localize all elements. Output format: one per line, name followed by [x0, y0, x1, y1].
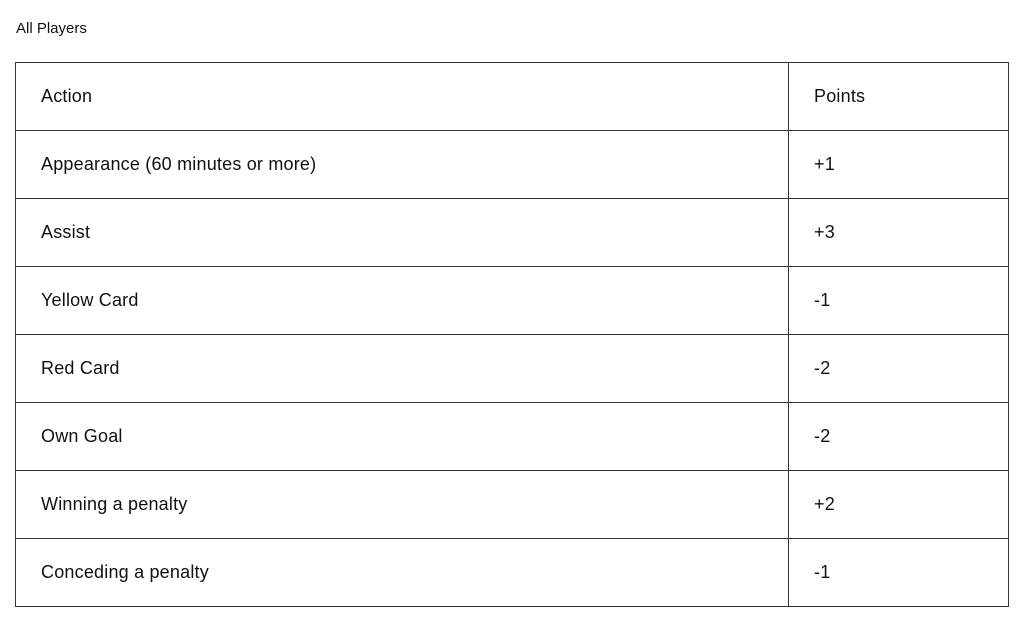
table-row: Assist +3	[15, 198, 1009, 267]
table-row: Own Goal -2	[15, 402, 1009, 471]
table-row: Conceding a penalty -1	[15, 538, 1009, 607]
points-cell: +1	[788, 130, 1009, 199]
points-cell: -2	[788, 402, 1009, 471]
table-row: Appearance (60 minutes or more) +1	[15, 130, 1009, 199]
action-cell: Conceding a penalty	[15, 538, 789, 607]
points-table: Action Points Appearance (60 minutes or …	[15, 62, 1009, 607]
action-cell: Red Card	[15, 334, 789, 403]
table-header-row: Action Points	[15, 62, 1009, 131]
column-header-points: Points	[788, 62, 1009, 131]
points-cell: -1	[788, 266, 1009, 335]
points-cell: +3	[788, 198, 1009, 267]
points-cell: -1	[788, 538, 1009, 607]
action-cell: Own Goal	[15, 402, 789, 471]
action-cell: Winning a penalty	[15, 470, 789, 539]
action-cell: Assist	[15, 198, 789, 267]
table-row: Red Card -2	[15, 334, 1009, 403]
action-cell: Appearance (60 minutes or more)	[15, 130, 789, 199]
column-header-action: Action	[15, 62, 789, 131]
action-cell: Yellow Card	[15, 266, 789, 335]
table-row: Yellow Card -1	[15, 266, 1009, 335]
section-title: All Players	[16, 20, 87, 37]
points-cell: +2	[788, 470, 1009, 539]
points-cell: -2	[788, 334, 1009, 403]
table-row: Winning a penalty +2	[15, 470, 1009, 539]
